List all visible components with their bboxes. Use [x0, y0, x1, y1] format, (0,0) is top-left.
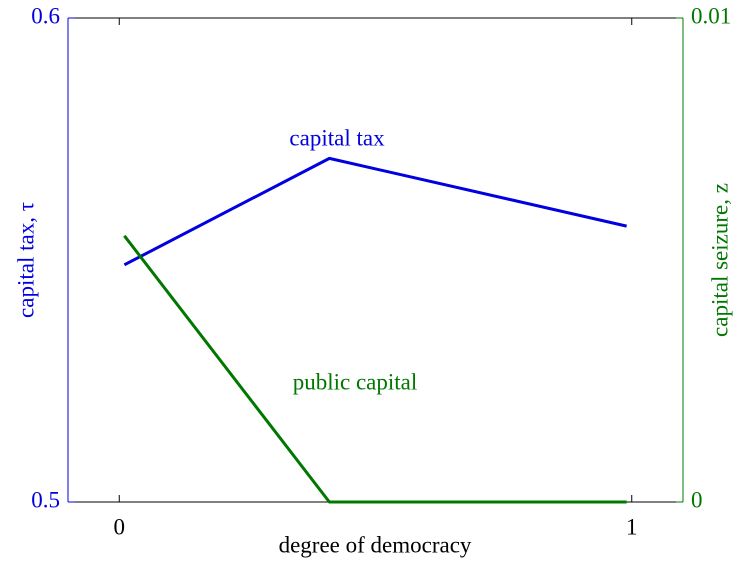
y-axis-label: capital tax, τ: [13, 202, 38, 318]
line-series: [123, 234, 627, 504]
y2-tick-label: 0.01: [691, 3, 731, 28]
annotation: capital tax: [289, 125, 385, 150]
y-tick-label: 0.5: [31, 487, 60, 512]
y2-axis-label: capital seizure, z: [707, 183, 732, 337]
line-series: [123, 156, 627, 267]
x-tick-label: 1: [626, 514, 638, 539]
x-axis-label: degree of democracy: [279, 532, 472, 557]
annotation: public capital: [293, 369, 418, 394]
x-tick-label: 0: [114, 514, 126, 539]
y-tick-label: 0.6: [31, 3, 60, 28]
y2-tick-label: 0: [691, 487, 703, 512]
